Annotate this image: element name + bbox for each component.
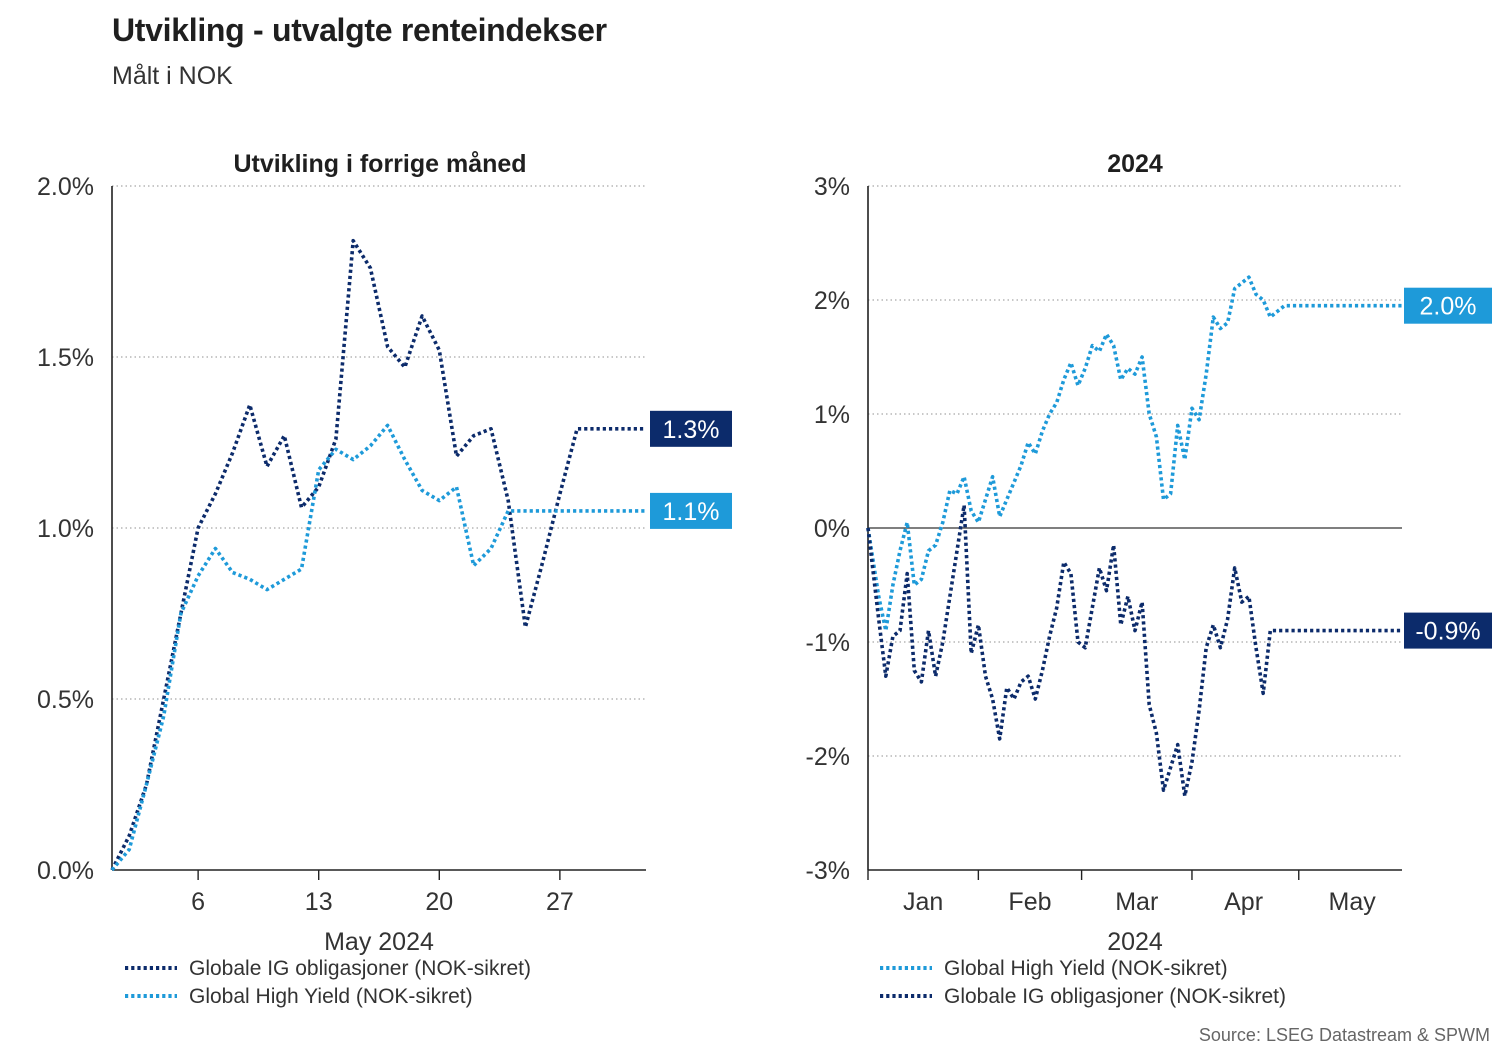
ytd-y-tick-label: 0% — [814, 515, 850, 543]
ytd-series-hy-line — [866, 275, 1402, 633]
monthly-end-label-box-ig — [650, 410, 732, 447]
ytd-series-ig-line — [866, 503, 1402, 798]
monthly-y-tick-label: 1.0% — [37, 515, 94, 543]
monthly-x-axis-label: May 2024 — [324, 928, 434, 956]
source-note: Source: LSEG Datastream & SPWM — [1198, 1025, 1490, 1045]
ytd-y-tick-label: 2% — [814, 287, 850, 315]
monthly-end-label-hy: 1.1% — [663, 498, 720, 526]
ytd-x-axis-label: 2024 — [1107, 928, 1163, 956]
monthly-legend-label-ig: Globale IG obligasjoner (NOK-sikret) — [189, 957, 531, 980]
monthly-chart-title: Utvikling i forrige måned — [233, 150, 526, 178]
ytd-y-tick-label: -3% — [806, 857, 850, 885]
monthly-end-label-box-hy — [650, 492, 732, 529]
monthly-y-tick-label: 1.5% — [37, 344, 94, 372]
ytd-end-label-box-hy — [1404, 287, 1492, 324]
page-title: Utvikling - utvalgte renteindekser — [112, 12, 607, 48]
ytd-end-label-box-ig — [1404, 612, 1492, 649]
monthly-x-tick-label: 13 — [305, 888, 333, 916]
ytd-month-label: Feb — [1008, 888, 1051, 916]
ytd-chart-title: 2024 — [1107, 150, 1163, 178]
ytd-end-label-hy: 2.0% — [1420, 293, 1477, 321]
monthly-series-hy-line — [110, 423, 646, 872]
monthly-end-label-ig: 1.3% — [663, 416, 720, 444]
ytd-legend-label-ig: Globale IG obligasjoner (NOK-sikret) — [944, 985, 1286, 1008]
monthly-x-tick-label: 20 — [425, 888, 453, 916]
monthly-y-tick-label: 2.0% — [37, 173, 94, 201]
page-subtitle: Målt i NOK — [112, 62, 233, 90]
ytd-month-label: Jan — [903, 888, 943, 916]
ytd-end-label-ig: -0.9% — [1415, 618, 1480, 646]
monthly-x-tick-label: 27 — [546, 888, 574, 916]
ytd-y-tick-label: -2% — [806, 743, 850, 771]
ytd-legend-label-hy: Global High Yield (NOK-sikret) — [944, 957, 1228, 980]
monthly-y-tick-label: 0.5% — [37, 686, 94, 714]
ytd-y-tick-label: 1% — [814, 401, 850, 429]
ytd-month-label: Mar — [1115, 888, 1158, 916]
monthly-x-tick-label: 6 — [191, 888, 205, 916]
ytd-month-label: May — [1329, 888, 1377, 916]
ytd-month-label: Apr — [1224, 888, 1263, 916]
monthly-series-ig-line — [110, 238, 646, 871]
ytd-y-tick-label: -1% — [806, 629, 850, 657]
ytd-y-tick-label: 3% — [814, 173, 850, 201]
monthly-y-tick-label: 0.0% — [37, 857, 94, 885]
monthly-legend-label-hy: Global High Yield (NOK-sikret) — [189, 985, 473, 1008]
